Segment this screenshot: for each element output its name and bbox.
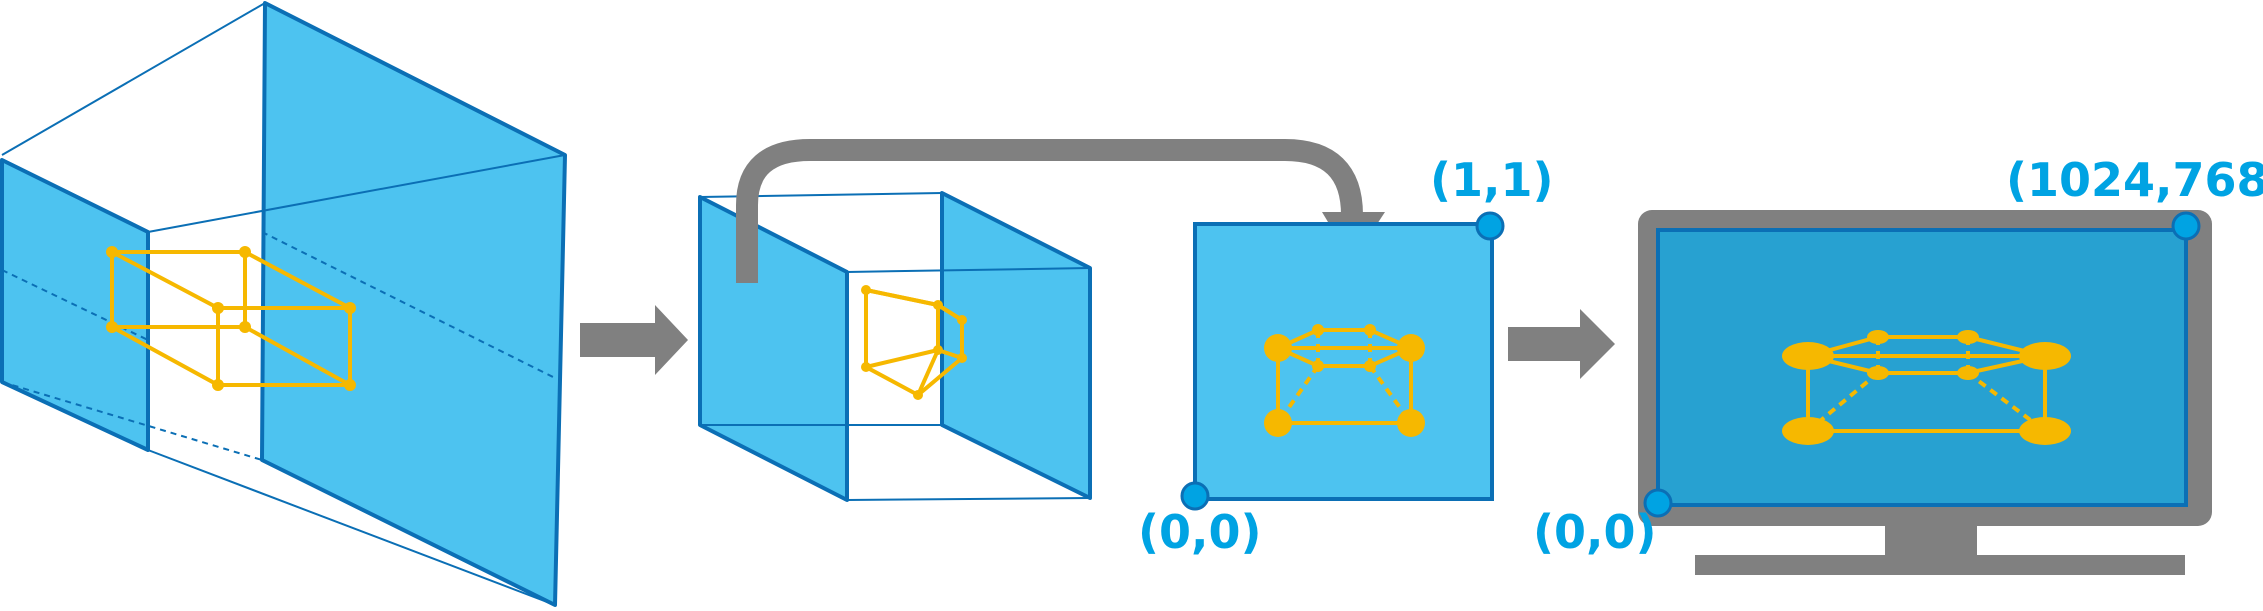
ndc-top-right-marker [1475,211,1505,241]
canonical-volume [698,191,1092,502]
monitor-base [1695,555,2185,575]
frustum-edge-mid-top [147,154,566,233]
object-vertices-3 [1264,324,1425,437]
screen-origin-marker [1643,488,1673,518]
volume-right-plane [940,191,1092,500]
ndc-plane [1193,222,1494,501]
screen-origin-label: (0,0) [1533,505,1657,559]
view-frustum [0,1,567,607]
volume-left-plane [698,195,849,502]
projection-curved-arrow [736,139,1363,283]
screen-top-right-marker [2171,211,2201,241]
monitor-neck [1885,524,1977,558]
monitor-screen [1656,228,2188,507]
object-vertices-1 [106,246,356,391]
ndc-top-right-label: (1,1) [1430,153,1554,207]
object-vertices-2 [861,285,967,400]
frustum-dashed-bottom [1,381,263,461]
arrow-right-1 [580,305,688,375]
ndc-origin-marker [1180,481,1210,511]
monitor [1638,210,2212,575]
ndc-origin-label: (0,0) [1138,505,1262,559]
frustum-edge-top [1,2,266,156]
far-plane [260,1,567,607]
frustum-edge-bottom [147,449,556,606]
screen-top-right-label: (1024,768) [2006,153,2263,207]
object-vertices-4 [1782,330,2071,445]
arrow-right-2 [1508,309,1615,379]
